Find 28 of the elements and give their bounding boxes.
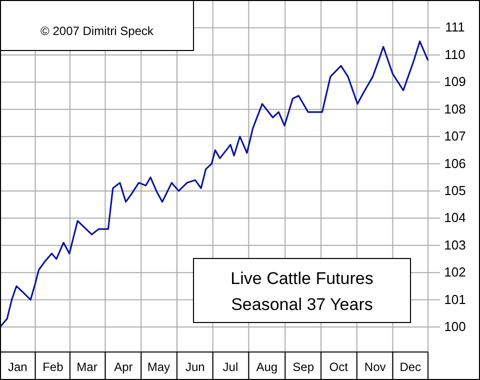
y-tick-label: 100 [444, 318, 466, 334]
y-tick-label: 109 [444, 74, 466, 90]
x-tick-label: Feb [42, 360, 64, 374]
y-tick-label: 102 [444, 264, 466, 280]
x-tick-label: Mar [76, 360, 98, 374]
x-tick-label: Aug [256, 360, 278, 374]
annotation: © 2007 Dimitri Speck [40, 24, 154, 38]
x-tick-label: Nov [364, 360, 386, 374]
y-tick-label: 110 [444, 46, 466, 62]
y-tick-label: 111 [445, 20, 465, 35]
line-series [0, 40, 429, 328]
x-tick-label: Dec [400, 360, 422, 374]
y-tick-label: 106 [444, 156, 466, 171]
y-tick-label: 107 [444, 128, 466, 144]
y-tick-label: 103 [444, 237, 466, 252]
x-tick-label: May [147, 360, 170, 374]
y-tick-label: 105 [444, 182, 466, 198]
text: Live Cattle Futures [230, 269, 374, 288]
text: Seasonal 37 Years [231, 295, 373, 314]
y-tick-label: 104 [444, 210, 466, 226]
x-tick-label: Oct [329, 360, 349, 374]
x-tick-label: Jan [8, 360, 28, 374]
x-tick-label: Apr [114, 360, 133, 374]
y-tick-label: 101 [444, 292, 466, 307]
x-tick-label: Jul [222, 360, 238, 374]
x-tick-label: Jun [186, 360, 205, 374]
y-tick-label: 108 [444, 101, 466, 116]
x-tick-label: Sep [292, 360, 314, 374]
